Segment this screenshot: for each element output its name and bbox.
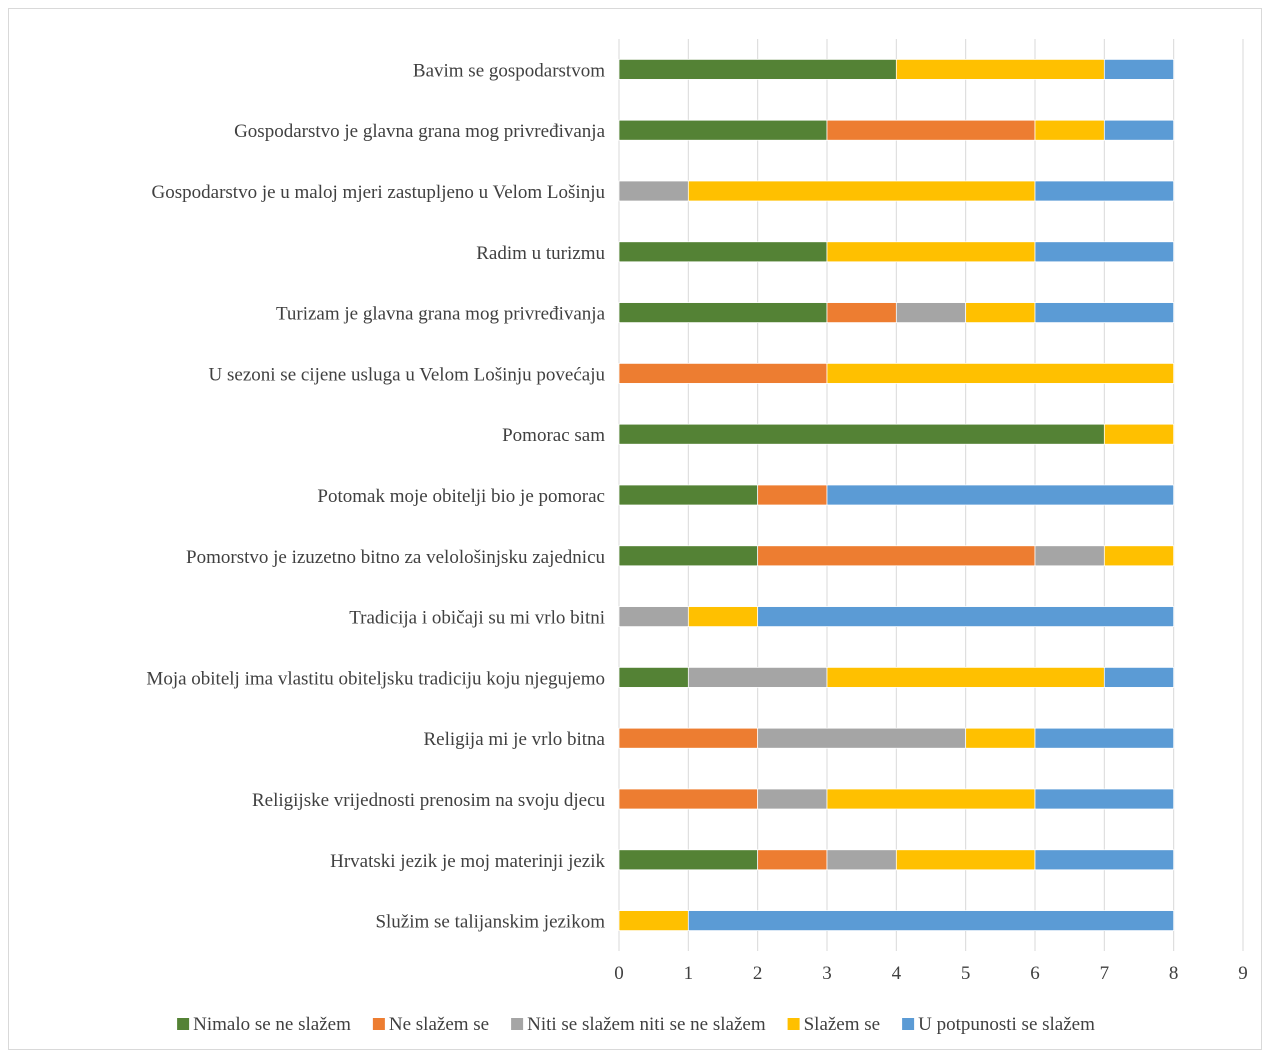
bar-segment bbox=[618, 59, 897, 80]
bar-segment bbox=[965, 302, 1036, 323]
bar-segment bbox=[1034, 849, 1175, 871]
bar-segment bbox=[1034, 788, 1175, 810]
x-tick-label: 3 bbox=[822, 963, 832, 984]
bar-segment bbox=[1034, 302, 1175, 323]
x-tick-label: 2 bbox=[753, 963, 763, 984]
legend-swatch bbox=[372, 1018, 385, 1030]
bar-segment bbox=[618, 241, 828, 263]
bar-segment bbox=[1034, 241, 1175, 263]
bar-segment bbox=[618, 727, 759, 749]
category-label: U sezoni se cijene usluga u Velom Lošinj… bbox=[209, 364, 606, 385]
bar-segment bbox=[1034, 545, 1105, 567]
bar-segment bbox=[895, 302, 967, 323]
x-tick-label: 9 bbox=[1238, 963, 1248, 984]
bar-segment bbox=[826, 788, 1036, 810]
category-label: Potomak moje obitelji bio je pomorac bbox=[317, 486, 605, 507]
category-label: Bavim se gospodarstvom bbox=[413, 60, 605, 81]
bar-segment bbox=[895, 59, 1105, 80]
category-label: Hrvatski jezik je moj materinji jezik bbox=[330, 851, 605, 872]
bar-segment bbox=[826, 302, 897, 323]
bar-segment bbox=[618, 545, 759, 567]
category-label: Radim u turizmu bbox=[476, 243, 605, 264]
bar-segment bbox=[826, 849, 897, 871]
bar-segment bbox=[757, 484, 828, 506]
bar-segment bbox=[1034, 180, 1175, 202]
bar-segment bbox=[757, 606, 1175, 627]
bar-segment bbox=[826, 363, 1175, 384]
x-tick-label: 0 bbox=[614, 963, 624, 984]
bar-segment bbox=[687, 180, 1036, 202]
legend-swatch bbox=[177, 1018, 190, 1030]
x-tick-label: 7 bbox=[1100, 963, 1110, 984]
bar-segment bbox=[965, 727, 1036, 749]
x-tick-label: 1 bbox=[684, 963, 694, 984]
category-label: Gospodarstvo je glavna grana mog privređ… bbox=[234, 121, 605, 142]
x-tick-label: 6 bbox=[1030, 963, 1040, 984]
category-label: Služim se talijanskim jezikom bbox=[375, 912, 605, 933]
bar-segment bbox=[687, 667, 828, 688]
legend-swatch bbox=[902, 1018, 915, 1030]
legend-label: Niti se slažem niti se ne slažem bbox=[527, 1014, 766, 1035]
category-label: Turizam je glavna grana mog privređivanj… bbox=[276, 304, 606, 325]
bar-segment bbox=[687, 910, 1175, 931]
bar-segment bbox=[1034, 119, 1105, 141]
bar-segment bbox=[618, 363, 828, 384]
legend-label: Slažem se bbox=[804, 1014, 881, 1035]
chart-frame: Bavim se gospodarstvom Gospodarstvo je gl… bbox=[8, 8, 1262, 1050]
x-tick-label: 5 bbox=[961, 963, 971, 984]
category-label: Gospodarstvo je u maloj mjeri zastupljen… bbox=[152, 182, 606, 203]
bar-segment bbox=[826, 484, 1175, 506]
category-label: Pomorstvo je izuzetno bitno za velološin… bbox=[186, 547, 605, 568]
bar-segment bbox=[1103, 59, 1175, 80]
legend-label: U potpunosti se slažem bbox=[918, 1014, 1095, 1035]
bar-segment bbox=[1103, 545, 1175, 567]
bar-segment bbox=[757, 788, 828, 810]
bar-segment bbox=[757, 849, 828, 871]
x-tick-label: 4 bbox=[892, 963, 902, 984]
bar-segment bbox=[618, 667, 689, 688]
legend-label: Ne slažem se bbox=[389, 1014, 489, 1035]
bar-segment bbox=[618, 849, 759, 871]
bar-segment bbox=[1103, 119, 1175, 141]
category-label: Religijske vrijednosti prenosim na svoju… bbox=[252, 790, 606, 811]
x-axis-ticks: 0 1 2 3 4 5 6 7 8 9 bbox=[614, 963, 1248, 984]
bar-segment bbox=[1103, 423, 1175, 445]
bar-segment bbox=[618, 606, 689, 627]
bar-segment bbox=[687, 606, 759, 627]
legend-swatch bbox=[511, 1018, 524, 1030]
bar-segment bbox=[618, 119, 828, 141]
bar-segment bbox=[618, 910, 689, 931]
x-tick-label: 8 bbox=[1169, 963, 1179, 984]
category-label: Moja obitelj ima vlastitu obiteljsku tra… bbox=[146, 668, 605, 689]
bar-segment bbox=[618, 484, 759, 506]
category-label: Tradicija i običaji su mi vrlo bitni bbox=[349, 608, 605, 629]
bar-segment bbox=[826, 119, 1036, 141]
legend-swatch bbox=[787, 1018, 800, 1030]
bar-segment bbox=[618, 302, 828, 323]
bars bbox=[618, 59, 1175, 931]
bar-segment bbox=[826, 241, 1036, 263]
category-label: Religija mi je vrlo bitna bbox=[423, 729, 605, 750]
bar-segment bbox=[826, 667, 1105, 688]
bar-segment bbox=[618, 788, 759, 810]
legend-label: Nimalo se ne slažem bbox=[193, 1014, 351, 1035]
bar-segment bbox=[618, 180, 689, 202]
category-labels: Bavim se gospodarstvom Gospodarstvo je gl… bbox=[146, 60, 605, 932]
category-label: Pomorac sam bbox=[502, 425, 605, 446]
bar-segment bbox=[757, 545, 1036, 567]
bar-segment bbox=[1103, 667, 1175, 688]
bar-segment bbox=[757, 727, 967, 749]
stacked-bar-chart: Bavim se gospodarstvom Gospodarstvo je gl… bbox=[146, 39, 1248, 1035]
bar-segment bbox=[618, 423, 1105, 445]
bar-segment bbox=[1034, 727, 1175, 749]
legend: Nimalo se ne slažem Ne slažem se Niti se s… bbox=[177, 1014, 1095, 1035]
bar-segment bbox=[895, 849, 1036, 871]
